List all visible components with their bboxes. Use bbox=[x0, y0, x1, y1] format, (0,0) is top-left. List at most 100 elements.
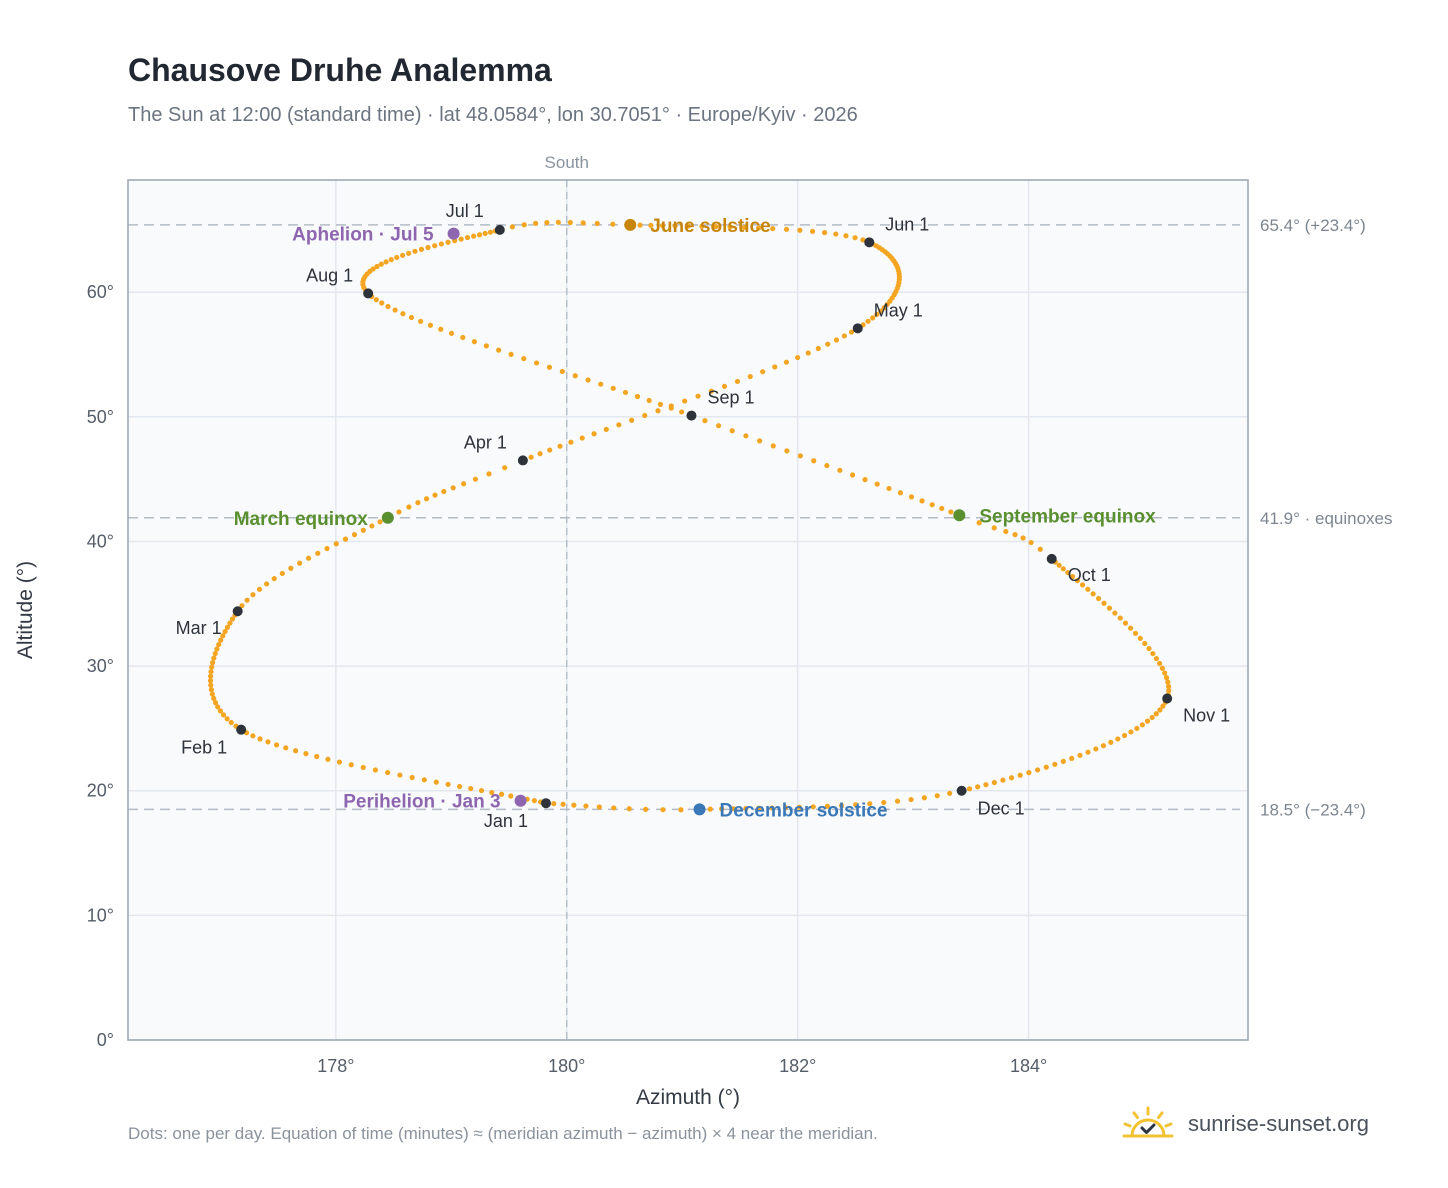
daily-sun-dot bbox=[472, 476, 479, 482]
daily-sun-dot bbox=[1079, 582, 1086, 588]
daily-sun-dot bbox=[409, 774, 415, 781]
month-marker-dot bbox=[864, 237, 875, 248]
daily-sun-dot bbox=[1134, 725, 1140, 732]
daily-sun-dot bbox=[611, 805, 617, 811]
daily-sun-dot bbox=[797, 453, 803, 459]
daily-sun-dot bbox=[283, 745, 289, 751]
daily-sun-dot bbox=[210, 660, 216, 666]
daily-sun-dot bbox=[392, 307, 398, 313]
daily-sun-dot bbox=[810, 804, 816, 810]
month-marker-label: Jul 1 bbox=[446, 201, 484, 221]
daily-sun-dot bbox=[784, 448, 790, 454]
daily-sun-dot bbox=[1052, 761, 1058, 767]
daily-sun-dot bbox=[212, 650, 218, 657]
month-marker-label: Jan 1 bbox=[484, 811, 528, 831]
daily-sun-dot bbox=[229, 616, 236, 622]
daily-sun-dot bbox=[348, 762, 354, 768]
daily-sun-dot bbox=[1127, 625, 1134, 631]
month-marker-dot bbox=[1046, 553, 1057, 564]
daily-sun-dot bbox=[734, 378, 741, 385]
daily-sun-dot bbox=[487, 229, 494, 235]
daily-sun-dot bbox=[715, 423, 722, 429]
daily-sun-dot bbox=[508, 351, 514, 357]
event-marker-dot bbox=[447, 227, 460, 240]
daily-sun-dot bbox=[643, 806, 649, 812]
y-tick-label: 40° bbox=[87, 531, 114, 551]
daily-sun-dot bbox=[702, 418, 708, 424]
daily-sun-dot bbox=[825, 341, 831, 347]
daily-sun-dot bbox=[843, 233, 849, 239]
meridian-label: South bbox=[545, 153, 589, 172]
daily-sun-dot bbox=[1163, 675, 1170, 681]
daily-sun-dot bbox=[929, 502, 935, 508]
daily-sun-dot bbox=[544, 219, 550, 226]
daily-sun-dot bbox=[862, 477, 868, 483]
daily-sun-dot bbox=[596, 804, 602, 810]
daily-sun-dot bbox=[770, 225, 776, 232]
daily-sun-dot bbox=[1017, 772, 1023, 778]
daily-sun-dot bbox=[208, 669, 214, 675]
daily-sun-dot bbox=[250, 733, 256, 739]
daily-sun-dot bbox=[271, 576, 277, 582]
plot-frame bbox=[127, 179, 1249, 1041]
daily-sun-dot bbox=[432, 492, 438, 498]
daily-sun-dot bbox=[1093, 746, 1099, 752]
daily-sun-dot bbox=[682, 398, 688, 404]
daily-sun-dot bbox=[383, 259, 389, 265]
daily-sun-dot bbox=[975, 784, 981, 790]
daily-sun-dot bbox=[966, 786, 973, 792]
daily-sun-dot bbox=[580, 220, 586, 226]
daily-sun-dot bbox=[385, 303, 391, 310]
daily-sun-dot bbox=[528, 454, 534, 460]
daily-sun-dot bbox=[1149, 714, 1155, 721]
daily-sun-dot bbox=[797, 227, 803, 233]
month-marker-dot bbox=[236, 724, 247, 735]
daily-sun-dot bbox=[415, 500, 421, 506]
daily-sun-dot bbox=[991, 525, 997, 531]
daily-sun-dot bbox=[531, 798, 537, 804]
daily-sun-dot bbox=[521, 222, 527, 228]
daily-sun-dot bbox=[886, 485, 892, 492]
daily-sun-dot bbox=[782, 805, 789, 811]
daily-sun-dot bbox=[468, 785, 474, 792]
x-axis-label: Azimuth (°) bbox=[636, 1086, 740, 1109]
daily-sun-dot bbox=[408, 314, 415, 321]
daily-sun-dot bbox=[1132, 630, 1139, 636]
daily-sun-dot bbox=[333, 541, 339, 547]
daily-sun-dot bbox=[432, 243, 438, 249]
daily-sun-dot bbox=[394, 254, 400, 261]
daily-sun-dot bbox=[256, 586, 263, 592]
daily-sun-dot bbox=[583, 803, 589, 809]
daily-sun-dot bbox=[572, 373, 578, 379]
daily-sun-dot bbox=[438, 326, 444, 332]
daily-sun-dot bbox=[760, 369, 766, 375]
daily-sun-dot bbox=[743, 805, 749, 812]
daily-sun-dot bbox=[634, 393, 641, 400]
month-marker-label: Mar 1 bbox=[176, 618, 222, 638]
daily-sun-dot bbox=[1095, 595, 1102, 602]
daily-sun-dot bbox=[821, 230, 828, 236]
daily-sun-dot bbox=[948, 509, 954, 515]
daily-sun-dot bbox=[418, 318, 424, 324]
x-tick-label: 178° bbox=[317, 1056, 354, 1076]
event-marker-label: December solstice bbox=[720, 800, 888, 821]
daily-sun-dot bbox=[1012, 531, 1018, 538]
brand-logo[interactable]: sunrise-sunset.org bbox=[1120, 1102, 1369, 1146]
daily-sun-dot bbox=[1139, 722, 1146, 728]
daily-sun-dot bbox=[239, 603, 245, 609]
daily-sun-dot bbox=[1153, 655, 1160, 662]
daily-sun-dot bbox=[264, 581, 270, 587]
daily-sun-dot bbox=[741, 224, 747, 230]
daily-sun-dot bbox=[336, 759, 343, 765]
daily-sun-dot bbox=[699, 223, 705, 229]
daily-sun-dot bbox=[464, 234, 471, 241]
daily-sun-dot bbox=[1117, 615, 1123, 621]
daily-sun-dot bbox=[369, 523, 375, 529]
daily-sun-dot bbox=[837, 467, 843, 473]
daily-sun-dot bbox=[894, 798, 901, 804]
month-marker-dot bbox=[956, 785, 967, 796]
daily-sun-dot bbox=[351, 532, 358, 538]
daily-sun-dot bbox=[418, 246, 425, 252]
daily-sun-dot bbox=[878, 308, 884, 314]
daily-sun-dot bbox=[1060, 758, 1066, 764]
